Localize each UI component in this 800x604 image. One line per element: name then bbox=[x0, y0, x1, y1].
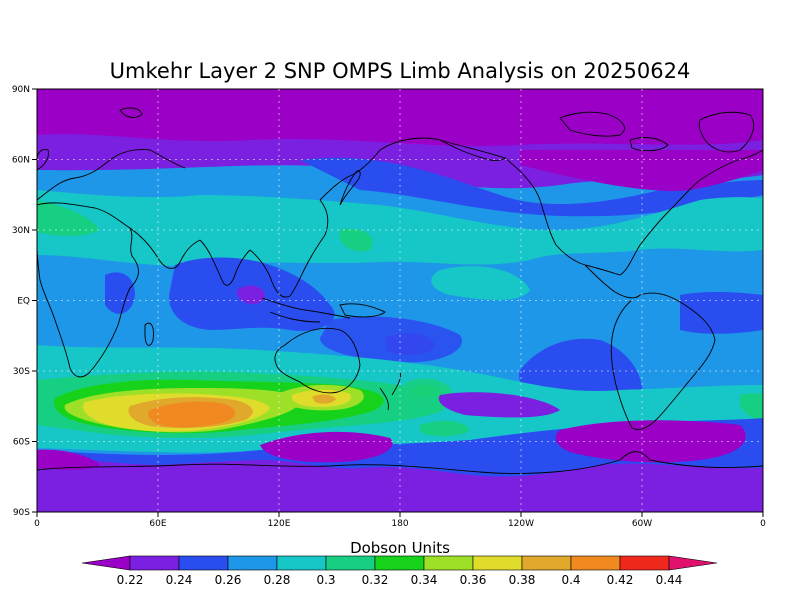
colorbar-label: 0.32 bbox=[362, 573, 389, 587]
tick-marks bbox=[32, 88, 764, 517]
colorbar-label: 0.4 bbox=[561, 573, 580, 587]
coast-svalbard bbox=[119, 107, 143, 118]
ozone-field bbox=[37, 89, 763, 512]
colorbar-label: 0.44 bbox=[656, 573, 683, 587]
lon-tick-label: 120E bbox=[268, 519, 291, 529]
lon-axis: 0 60E 120E 180 120W 60W 0 bbox=[34, 519, 766, 529]
map-frame bbox=[32, 88, 764, 517]
lat-tick-label: 60N bbox=[12, 156, 30, 166]
lat-tick-label: 60S bbox=[13, 438, 30, 448]
colorbar-label: 0.24 bbox=[166, 573, 193, 587]
map-title: Umkehr Layer 2 SNP OMPS Limb Analysis on… bbox=[110, 59, 691, 83]
coastlines bbox=[37, 107, 763, 474]
colorbar-swatch bbox=[521, 555, 572, 571]
coast-uk bbox=[37, 149, 49, 171]
coast-new-zealand bbox=[379, 371, 401, 411]
colorbar-min-arrow bbox=[81, 555, 131, 571]
colorbar-label: 0.42 bbox=[607, 573, 634, 587]
coast-japan bbox=[339, 170, 361, 206]
lon-tick-label: 120W bbox=[508, 519, 534, 529]
arctic-core bbox=[37, 89, 763, 147]
coast-australia bbox=[274, 327, 361, 394]
north-america-purple bbox=[520, 150, 763, 191]
colorbar-label: 0.34 bbox=[411, 573, 438, 587]
mediterranean-teal bbox=[37, 200, 100, 236]
colorbar-swatch bbox=[619, 555, 670, 571]
colorbar-label: 0.38 bbox=[509, 573, 536, 587]
tropical-cyan bbox=[431, 266, 530, 300]
africa-blue bbox=[105, 272, 135, 314]
coast-se-asia bbox=[249, 199, 329, 298]
coast-china-russia bbox=[319, 137, 506, 201]
lon-tick-label: 0 bbox=[34, 519, 40, 529]
pacific-blue bbox=[320, 316, 462, 363]
colorbar-swatch bbox=[276, 555, 327, 571]
coast-south-america bbox=[610, 292, 716, 430]
nz-teal-spot bbox=[405, 378, 452, 400]
coast-india bbox=[199, 239, 251, 286]
atlantic-blue bbox=[680, 291, 763, 334]
colorbar-label: 0.26 bbox=[215, 573, 242, 587]
colorbar-swatch bbox=[129, 555, 180, 571]
lat-tick-label: 90S bbox=[13, 508, 30, 518]
coast-greenland bbox=[698, 111, 754, 153]
pacific-teal bbox=[339, 228, 373, 252]
colorbar-swatches bbox=[81, 555, 718, 571]
colorbar-labels: 0.22 0.24 0.26 0.28 0.3 0.32 0.34 0.36 0.38 0.4 0.… bbox=[117, 573, 683, 587]
lon-tick-label: 60E bbox=[149, 519, 166, 529]
antarctic-purple-west bbox=[37, 449, 100, 470]
colorbar-title: Dobson Units bbox=[350, 539, 450, 557]
siberia-blue bbox=[300, 157, 763, 217]
colorbar-swatch bbox=[570, 555, 621, 571]
indian-blue-east bbox=[237, 285, 265, 305]
coast-alaska bbox=[439, 139, 506, 161]
colorbar-swatch bbox=[325, 555, 376, 571]
south-atlantic-teal bbox=[740, 393, 763, 420]
south-indian-purple bbox=[260, 431, 393, 463]
tasman-gold bbox=[312, 394, 336, 404]
south-ocean-purple bbox=[438, 392, 560, 418]
colorbar-label: 0.3 bbox=[316, 573, 335, 587]
coast-arctic-islands bbox=[559, 111, 669, 152]
south-pacific-teal bbox=[420, 420, 470, 437]
coast-antarctica bbox=[37, 451, 763, 474]
colorbar-swatch bbox=[374, 555, 425, 571]
lat-tick-label: 90N bbox=[12, 85, 30, 95]
lat-tick-label: EQ bbox=[17, 297, 30, 307]
coast-central-america bbox=[584, 264, 641, 299]
lat-axis: 90N 60N 30N EQ 30S 60S 90S bbox=[12, 85, 30, 518]
coast-arabia bbox=[129, 227, 201, 269]
colorbar-max-arrow bbox=[668, 555, 718, 571]
lat-tick-label: 30S bbox=[13, 367, 30, 377]
lon-tick-label: 180 bbox=[391, 519, 408, 529]
coast-indonesia bbox=[261, 297, 351, 323]
coast-madagascar bbox=[144, 322, 154, 346]
colorbar-label: 0.28 bbox=[264, 573, 291, 587]
coast-new-guinea bbox=[339, 303, 386, 318]
coast-africa bbox=[37, 202, 139, 378]
south-orange-core bbox=[148, 401, 236, 428]
colorbar: Dobson Units 0.22 0.24 0.26 0.28 0.3 0.32 0.34… bbox=[81, 539, 718, 587]
coast-europe bbox=[37, 149, 186, 201]
lon-tick-label: 60W bbox=[632, 519, 652, 529]
coast-north-america bbox=[504, 149, 763, 276]
lon-tick-label: 0 bbox=[760, 519, 766, 529]
colorbar-swatch bbox=[178, 555, 229, 571]
colorbar-swatch bbox=[227, 555, 278, 571]
gridlines bbox=[37, 89, 763, 512]
colorbar-label: 0.36 bbox=[460, 573, 487, 587]
lat-tick-label: 30N bbox=[12, 226, 30, 236]
colorbar-swatch bbox=[423, 555, 474, 571]
colorbar-label: 0.22 bbox=[117, 573, 144, 587]
colorbar-swatch bbox=[472, 555, 523, 571]
